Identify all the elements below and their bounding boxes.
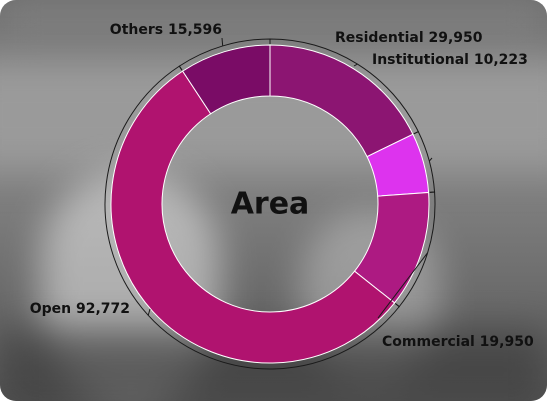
background-blur xyxy=(0,0,547,50)
leader-line-open xyxy=(104,65,400,370)
data-label-others: Others 15,596 xyxy=(110,22,222,38)
leader-lines-group xyxy=(104,37,436,370)
data-label-residential: Residential 29,950 xyxy=(335,30,483,46)
data-label-open: Open 92,772 xyxy=(30,301,130,317)
center-label: Area xyxy=(231,187,310,222)
leader-line-others xyxy=(178,37,271,71)
data-label-institutional: Institutional 10,223 xyxy=(372,52,528,68)
slice-others xyxy=(181,44,271,115)
labels-group: Residential 29,950 Institutional 10,223 Co… xyxy=(30,22,534,350)
leader-line-commercial xyxy=(377,191,436,319)
leader-line-residential xyxy=(269,38,419,135)
data-label-commercial: Commercial 19,950 xyxy=(382,334,534,350)
slice-open xyxy=(110,70,396,364)
slices-group xyxy=(110,44,430,364)
